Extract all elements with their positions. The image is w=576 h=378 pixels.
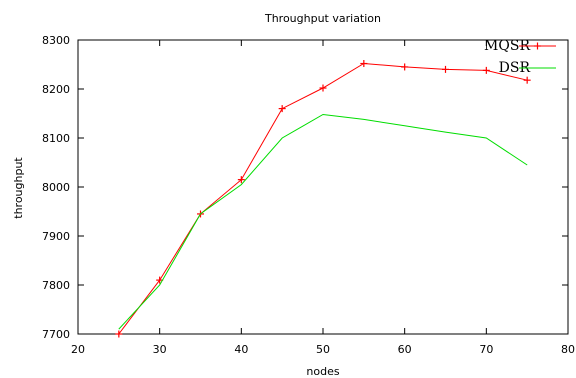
mqsr-data-point — [115, 330, 123, 338]
y-tick-label: 8300 — [42, 34, 70, 47]
chart-title: Throughput variation — [264, 12, 381, 25]
legend-label-dsr: DSR — [499, 60, 531, 76]
legend: MQSR DSR — [484, 38, 556, 76]
mqsr-data-point — [278, 105, 286, 113]
y-tick-label: 8100 — [42, 132, 70, 145]
dsr-series-line — [118, 113, 528, 330]
y-tick-label: 7700 — [42, 328, 70, 341]
plot-series — [115, 60, 531, 338]
x-tick-label: 70 — [479, 343, 493, 356]
mqsr-data-point — [319, 84, 327, 92]
mqsr-data-point — [237, 176, 245, 184]
mqsr-data-point — [523, 76, 531, 84]
x-tick-label: 50 — [316, 343, 330, 356]
x-axis-title: nodes — [306, 365, 339, 378]
x-tick-label: 40 — [234, 343, 248, 356]
x-tick-label: 20 — [71, 343, 85, 356]
axis-ticks: 20 30 40 50 60 70 80 7700 7800 7900 8000 8100 8200 83… — [42, 34, 575, 356]
y-tick-label: 7800 — [42, 279, 70, 292]
mqsr-series-line — [118, 62, 528, 335]
y-tick-label: 7900 — [42, 230, 70, 243]
mqsr-data-point — [360, 60, 368, 68]
y-axis-title: throughput — [12, 157, 25, 219]
mqsr-data-point — [442, 65, 449, 73]
y-tick-label: 8000 — [42, 181, 70, 194]
plot-axes — [77, 39, 569, 335]
x-tick-label: 60 — [398, 343, 412, 356]
x-tick-label: 30 — [153, 343, 167, 356]
legend-label-mqsr: MQSR — [484, 38, 530, 54]
y-tick-label: 8200 — [42, 83, 70, 96]
plot-frame — [77, 39, 569, 335]
mqsr-data-point — [401, 63, 409, 71]
mqsr-data-point — [482, 66, 490, 74]
x-tick-label: 80 — [561, 343, 575, 356]
